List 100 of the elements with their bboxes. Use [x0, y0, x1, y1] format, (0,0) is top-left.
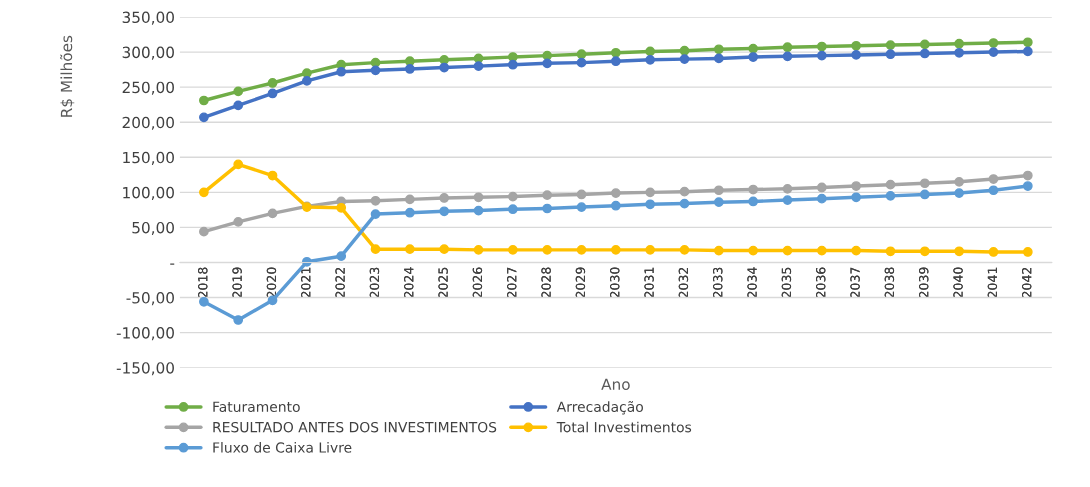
- point: [267, 78, 278, 88]
- point: [645, 187, 656, 198]
- point: [645, 245, 656, 255]
- point: [1022, 247, 1033, 257]
- point: [542, 58, 553, 69]
- y-tick-label: -100,00: [116, 327, 174, 341]
- point: [748, 184, 759, 195]
- point: [885, 246, 896, 257]
- point: [954, 47, 965, 58]
- x-tick-label: 2033: [713, 267, 723, 298]
- point: [816, 245, 827, 256]
- point: [576, 49, 587, 60]
- x-axis-title: Ano: [601, 378, 630, 391]
- point: [542, 50, 553, 61]
- x-tick-label: 2025: [438, 267, 448, 298]
- point: [610, 56, 621, 67]
- point: [370, 244, 381, 255]
- x-tick-label: 2032: [678, 267, 689, 298]
- y-tick-label: 100,00: [123, 186, 174, 200]
- point: [507, 52, 518, 62]
- point: [816, 41, 827, 52]
- x-tick-label: 2036: [816, 267, 826, 298]
- point: [679, 186, 690, 197]
- point: [405, 194, 415, 205]
- x-tick-label: 2038: [884, 267, 895, 298]
- y-axis-title: R$ Milhões: [60, 35, 75, 117]
- point: [1022, 181, 1033, 191]
- point: [748, 196, 759, 207]
- point: [679, 198, 690, 209]
- point: [542, 203, 553, 214]
- point: [610, 200, 621, 211]
- y-tick-label: -50,00: [126, 292, 174, 306]
- point: [576, 202, 587, 212]
- x-tick-label: 2034: [747, 267, 757, 298]
- point: [954, 188, 965, 198]
- x-tick-label: 2021: [301, 267, 311, 298]
- point: [851, 50, 862, 60]
- point: [576, 189, 587, 200]
- x-tick-label: 2037: [850, 267, 860, 298]
- point: [748, 43, 759, 54]
- x-tick-label: 2029: [575, 267, 586, 298]
- point: [988, 185, 999, 196]
- point: [473, 245, 484, 255]
- point: [851, 245, 862, 256]
- point: [782, 51, 793, 62]
- point: [507, 245, 518, 255]
- y-tick-label: -150,00: [116, 362, 174, 376]
- y-tick-label: -: [170, 263, 175, 265]
- point: [370, 195, 381, 206]
- point: [199, 226, 209, 237]
- x-tick-label: 2019: [232, 267, 242, 298]
- point: [507, 204, 518, 215]
- point: [507, 59, 518, 70]
- point: [988, 47, 999, 57]
- point: [679, 245, 690, 255]
- point: [645, 54, 656, 65]
- legend-label: RESULTADO ANTES DOS INVESTIMENTOS: [213, 421, 497, 433]
- point: [816, 193, 827, 204]
- x-tick-label: 2027: [507, 267, 517, 298]
- point: [199, 296, 209, 307]
- point: [576, 245, 587, 255]
- point: [542, 245, 553, 255]
- point: [919, 246, 930, 257]
- point: [645, 46, 656, 57]
- point: [610, 188, 621, 198]
- point: [439, 54, 450, 65]
- point: [919, 39, 930, 50]
- point: [679, 54, 690, 64]
- point: [233, 216, 244, 227]
- point: [816, 182, 827, 193]
- point: [713, 53, 724, 64]
- point: [405, 64, 415, 74]
- point: [473, 61, 484, 71]
- point: [851, 192, 862, 203]
- point: [267, 88, 278, 99]
- point: [713, 185, 724, 196]
- point: [782, 42, 793, 53]
- point: [679, 45, 690, 56]
- point: [645, 199, 656, 210]
- point: [233, 159, 244, 170]
- point: [1022, 37, 1033, 48]
- point: [473, 192, 484, 203]
- y-tick-label: 200,00: [122, 116, 174, 130]
- point: [1022, 46, 1033, 57]
- point: [199, 187, 209, 198]
- point: [336, 202, 347, 213]
- x-tick-label: 2022: [335, 267, 345, 298]
- point: [919, 48, 930, 59]
- point: [988, 174, 999, 184]
- point: [885, 191, 896, 201]
- y-tick-label: 150,00: [123, 151, 174, 165]
- point: [336, 66, 347, 77]
- point: [199, 112, 209, 123]
- x-tick-label: 2024: [404, 267, 414, 298]
- point: [233, 100, 244, 111]
- point: [542, 190, 553, 201]
- point: [610, 47, 621, 58]
- point: [302, 75, 312, 86]
- x-tick-label: 2041: [987, 267, 998, 298]
- legend-label: Arrecadação: [556, 401, 643, 415]
